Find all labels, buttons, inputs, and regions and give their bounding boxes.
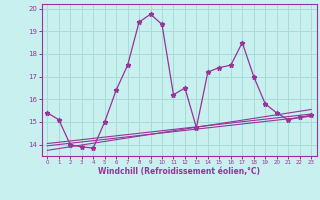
X-axis label: Windchill (Refroidissement éolien,°C): Windchill (Refroidissement éolien,°C) (98, 167, 260, 176)
